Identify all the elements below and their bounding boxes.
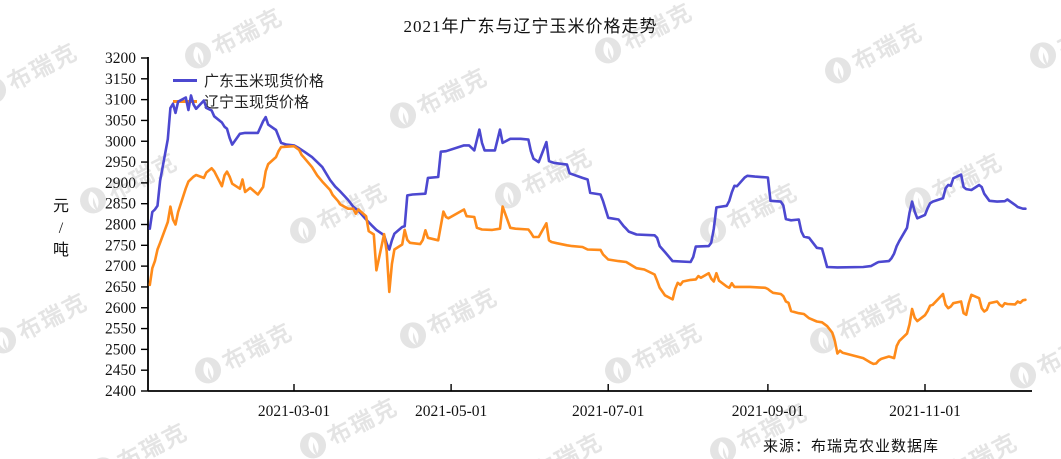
brick-logo-icon [494,181,521,208]
legend-label-guangdong: 广东玉米现货价格 [204,74,325,90]
x-tick-label: 2021-07-01 [572,403,644,420]
brick-logo-icon [194,356,221,383]
y-axis-unit-char: / [58,220,64,237]
legend-swatch-liaoning [173,100,197,103]
watermark: 布瑞克 [598,313,708,391]
watermark: 布瑞克 [703,393,813,459]
legend: 广东玉米现货价格 辽宁玉现货价格 [173,70,324,112]
y-tick-label: 2400 [105,383,136,400]
x-tick-label: 2021-09-01 [732,403,804,420]
y-tick-label: 2600 [105,300,136,317]
watermark: 布瑞克 [488,138,598,216]
brick-logo-icon [399,321,426,348]
x-tick-label: 2021-03-01 [258,403,330,420]
watermark: 布瑞克 [0,283,93,361]
source-note: 来源：布瑞克农业数据库 [763,439,940,455]
watermark: 布瑞克 [293,388,403,459]
y-tick-label: 2800 [105,217,136,234]
watermark: 布瑞克 [383,58,493,136]
y-tick-label: 2850 [105,196,136,213]
y-tick-label: 2450 [105,362,136,379]
brick-logo-icon [79,186,106,213]
watermark: 布瑞克 [1003,318,1061,396]
legend-item-liaoning: 辽宁玉现货价格 [173,91,324,112]
watermark: 布瑞克 [818,13,928,91]
brick-logo-icon [709,436,736,459]
legend-label-liaoning: 辽宁玉现货价格 [204,95,310,111]
y-tick-label: 2950 [105,154,136,171]
watermark: 布瑞克 [1023,0,1061,76]
y-axis-unit: 元 / 吨 [50,196,72,262]
legend-swatch-guangdong [173,79,197,82]
y-tick-label: 3150 [105,71,136,88]
y-tick-label: 2750 [105,237,136,254]
brick-logo-icon [1029,41,1056,68]
watermark: 布瑞克 [803,283,913,361]
watermark: 布瑞克 [393,278,503,356]
y-tick-label: 3050 [105,112,136,129]
watermark: 布瑞克 [178,0,288,76]
watermark: 布瑞克 [283,173,393,251]
y-tick-label: 2500 [105,341,136,358]
brick-logo-icon [1009,361,1036,388]
brick-logo-icon [299,431,326,458]
y-tick-label: 3000 [105,133,136,150]
watermark: 布瑞克 [588,0,698,71]
y-tick-label: 2900 [105,175,136,192]
chart-title: 2021年广东与辽宁玉米价格走势 [403,17,658,36]
series-line-liaoning [148,144,1027,366]
y-tick-label: 3100 [105,92,136,109]
brick-logo-icon [389,101,416,128]
series-line-guangdong [148,94,1027,269]
brick-logo-icon [0,326,16,353]
y-tick-label: 2700 [105,258,136,275]
brick-logo-icon [289,216,316,243]
y-axis-unit-char: 吨 [52,242,69,259]
y-tick-label: 2550 [105,321,136,338]
y-tick-label: 2650 [105,279,136,296]
brick-logo-icon [604,356,631,383]
y-axis-unit-char: 元 [52,198,69,215]
watermark: 布瑞克 [73,143,183,221]
watermark: 布瑞克 [188,313,298,391]
brick-logo-icon [184,41,211,68]
x-tick-label: 2021-05-01 [415,403,487,420]
y-tick-label: 3200 [105,50,136,67]
brick-logo-icon [824,56,851,83]
legend-item-guangdong: 广东玉米现货价格 [173,70,324,91]
x-tick-label: 2021-11-01 [889,403,961,420]
brick-logo-icon [594,36,621,63]
brick-logo-icon [809,326,836,353]
